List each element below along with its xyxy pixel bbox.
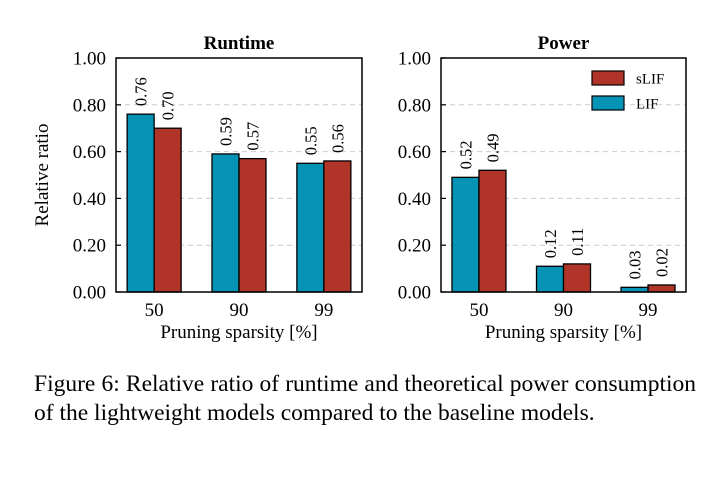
y-tick-label: 0.60 xyxy=(73,142,106,163)
data-label: 0.12 xyxy=(541,229,560,258)
plot-frame xyxy=(440,57,687,293)
legend-swatch-slif xyxy=(591,70,625,86)
data-label: 0.76 xyxy=(132,77,151,106)
chart-panel-power: 0.00 0.20 0.40 0.60 0.80 1.00 0.52 0.49 50 0.12 0.… xyxy=(398,33,687,343)
x-tick-label: 90 xyxy=(554,300,573,321)
y-tick-label: 0.20 xyxy=(398,236,431,257)
chart-panel-runtime: 0.00 0.20 0.40 0.60 0.80 1.00 0.76 0.70 50 0.59 0.… xyxy=(32,33,363,343)
y-tick-label: 0.00 xyxy=(398,283,431,304)
data-label: 0.49 xyxy=(483,133,502,162)
y-tick-label: 1.00 xyxy=(398,49,431,70)
bar-lif-50 xyxy=(126,113,155,293)
y-axis-label: Relative ratio xyxy=(32,124,53,227)
legend-label-slif: sLIF xyxy=(636,72,664,88)
bar-lif-90 xyxy=(211,153,240,293)
data-label: 0.55 xyxy=(301,126,320,155)
x-tick-label: 50 xyxy=(469,300,488,321)
x-axis-label: Pruning sparsity [%] xyxy=(160,322,317,343)
data-label: 0.02 xyxy=(653,248,672,277)
x-tick-label: 99 xyxy=(639,300,658,321)
chart-title: Runtime xyxy=(204,33,275,54)
data-label: 0.52 xyxy=(456,140,475,169)
bar-slif-90 xyxy=(562,263,592,293)
plot-frame xyxy=(115,57,363,293)
legend: sLIF LIF xyxy=(591,70,664,113)
y-tick-label: 0.80 xyxy=(398,95,431,116)
bar-slif-99 xyxy=(323,160,352,293)
bar-lif-99 xyxy=(296,162,325,293)
y-tick-label: 0.00 xyxy=(73,283,106,304)
legend-swatch-lif xyxy=(591,95,625,111)
bar-slif-90 xyxy=(238,157,267,293)
bar-slif-50 xyxy=(478,169,507,293)
data-label: 0.59 xyxy=(217,117,236,146)
caption-label: Figure 6: xyxy=(34,371,120,397)
x-axis-label: Pruning sparsity [%] xyxy=(485,322,642,343)
chart-title: Power xyxy=(538,33,590,54)
y-tick-label: 0.80 xyxy=(73,95,106,116)
y-tick-label: 0.60 xyxy=(398,142,431,163)
bar-slif-50 xyxy=(153,127,182,293)
data-label: 0.11 xyxy=(568,228,587,256)
y-tick-label: 0.40 xyxy=(398,189,431,210)
y-tick-label: 0.20 xyxy=(73,236,106,257)
caption-text: Relative ratio of runtime and theoretica… xyxy=(34,371,696,426)
x-tick-label: 50 xyxy=(145,300,164,321)
data-label: 0.70 xyxy=(159,91,178,120)
x-tick-label: 99 xyxy=(314,300,333,321)
x-tick-label: 90 xyxy=(230,300,249,321)
y-tick-label: 0.40 xyxy=(73,189,106,210)
y-tick-label: 1.00 xyxy=(73,49,106,70)
data-label: 0.56 xyxy=(328,124,347,153)
bar-lif-90 xyxy=(535,265,565,293)
bar-slif-99 xyxy=(647,284,676,293)
bar-lif-50 xyxy=(451,176,480,293)
figure: 0.00 0.20 0.40 0.60 0.80 1.00 0.76 0.70 50 0.59 0.… xyxy=(32,33,687,343)
data-label: 0.57 xyxy=(244,122,263,151)
legend-label-lif: LIF xyxy=(636,97,659,113)
figure-caption: Figure 6: Relative ratio of runtime and … xyxy=(34,370,696,428)
data-label: 0.03 xyxy=(626,250,645,279)
